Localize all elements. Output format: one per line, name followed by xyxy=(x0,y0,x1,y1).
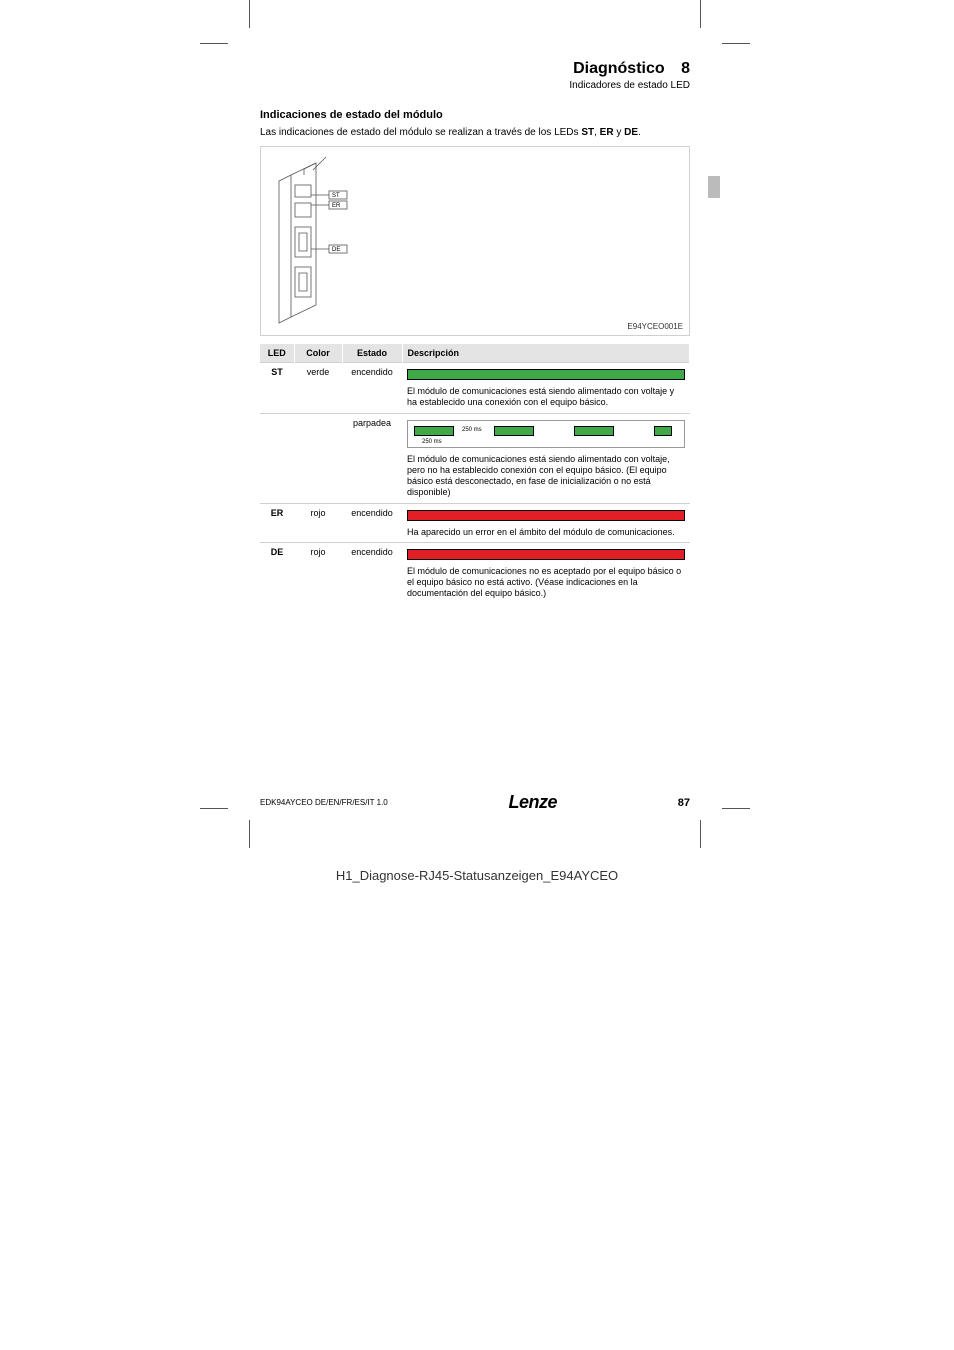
desc-text: El módulo de comunicaciones está siendo … xyxy=(407,454,685,499)
cell-led: ER xyxy=(260,503,294,542)
side-marker xyxy=(708,176,720,198)
header-chapter-number: 8 xyxy=(681,60,690,77)
th-desc: Descripción xyxy=(402,344,690,363)
th-color: Color xyxy=(294,344,342,363)
diagram-label-de: DE xyxy=(332,247,340,253)
desc-text: El módulo de comunicaciones está siendo … xyxy=(407,386,685,409)
cell-led xyxy=(260,413,294,503)
cell-led: ST xyxy=(260,363,294,414)
desc-text: El módulo de comunicaciones no es acepta… xyxy=(407,566,685,600)
led-status-table: LED Color Estado Descripción ST verde en… xyxy=(260,344,690,604)
page-header: Diagnóstico 8 xyxy=(260,60,690,78)
intro-text: Las indicaciones de estado del módulo se… xyxy=(260,127,690,138)
footer-logo: Lenze xyxy=(508,792,557,813)
cell-color: verde xyxy=(294,363,342,414)
footer-left: EDK94AYCEO DE/EN/FR/ES/IT 1.0 xyxy=(260,798,388,807)
table-header-row: LED Color Estado Descripción xyxy=(260,344,690,363)
intro-b3: DE xyxy=(624,127,638,138)
diagram-code: E94YCEO001E xyxy=(627,322,683,331)
table-row: DE rojo encendido El módulo de comunicac… xyxy=(260,542,690,603)
th-led: LED xyxy=(260,344,294,363)
intro-b1: ST xyxy=(581,127,594,138)
crop-mark xyxy=(249,0,250,28)
intro-pre: Las indicaciones de estado del módulo se… xyxy=(260,127,581,138)
cell-state: parpadea xyxy=(342,413,402,503)
led-bar-solid-red xyxy=(407,549,685,560)
crop-mark xyxy=(200,43,228,44)
cell-desc: El módulo de comunicaciones está siendo … xyxy=(402,363,690,414)
module-svg: ST ER DE xyxy=(271,155,391,325)
cell-desc: 250 ms 250 ms El módulo de comunicacione… xyxy=(402,413,690,503)
cell-color: rojo xyxy=(294,503,342,542)
intro-sep2: y xyxy=(614,127,625,138)
desc-text: Ha aparecido un error en el ámbito del m… xyxy=(407,527,685,538)
section-title: Indicaciones de estado del módulo xyxy=(260,109,690,121)
crop-mark xyxy=(722,808,750,809)
page-footer: EDK94AYCEO DE/EN/FR/ES/IT 1.0 Lenze 87 xyxy=(260,792,690,813)
module-diagram: ST ER DE E94YCEO001E xyxy=(260,146,690,336)
page-content: Diagnóstico 8 Indicadores de estado LED … xyxy=(260,60,690,604)
cell-desc: Ha aparecido un error en el ámbito del m… xyxy=(402,503,690,542)
diagram-label-er: ER xyxy=(332,203,341,209)
header-title: Diagnóstico xyxy=(573,60,665,77)
diagram-label-st: ST xyxy=(332,193,340,199)
blink-on-label: 250 ms xyxy=(462,427,482,433)
footer-page-number: 87 xyxy=(678,797,690,809)
table-row: ER rojo encendido Ha aparecido un error … xyxy=(260,503,690,542)
crop-mark xyxy=(722,43,750,44)
crop-mark xyxy=(700,820,701,848)
cell-color xyxy=(294,413,342,503)
cell-state: encendido xyxy=(342,363,402,414)
intro-b2: ER xyxy=(600,127,614,138)
led-bar-blink-green: 250 ms 250 ms xyxy=(407,420,685,448)
th-state: Estado xyxy=(342,344,402,363)
table-row: parpadea 250 ms 250 ms El módulo de comu… xyxy=(260,413,690,503)
cell-state: encendido xyxy=(342,503,402,542)
blink-off-label: 250 ms xyxy=(422,439,442,445)
header-subtitle: Indicadores de estado LED xyxy=(260,80,690,91)
cell-led: DE xyxy=(260,542,294,603)
led-bar-solid-green xyxy=(407,369,685,380)
cell-color: rojo xyxy=(294,542,342,603)
crop-mark xyxy=(249,820,250,848)
document-id: H1_Diagnose-RJ45-Statusanzeigen_E94AYCEO xyxy=(0,868,954,883)
intro-post: . xyxy=(638,127,641,138)
cell-desc: El módulo de comunicaciones no es acepta… xyxy=(402,542,690,603)
crop-mark xyxy=(200,808,228,809)
led-bar-solid-red xyxy=(407,510,685,521)
cell-state: encendido xyxy=(342,542,402,603)
table-row: ST verde encendido El módulo de comunica… xyxy=(260,363,690,414)
crop-mark xyxy=(700,0,701,28)
